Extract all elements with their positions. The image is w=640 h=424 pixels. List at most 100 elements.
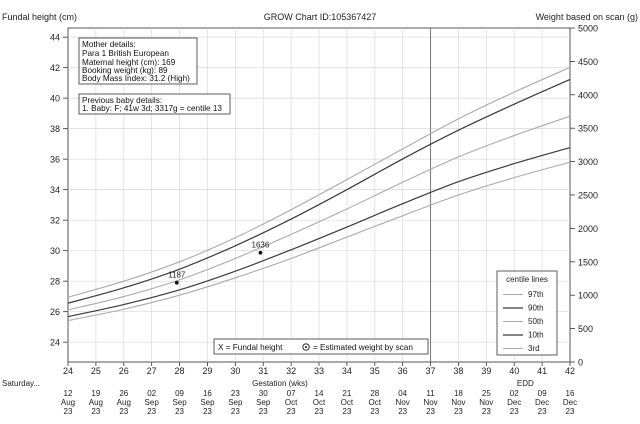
centile-line-90th (67, 78, 571, 304)
calendar-date-label: Nov (451, 398, 465, 407)
calendar-date-label: 04 (398, 389, 407, 398)
centile-legend-item: 50th (528, 317, 544, 326)
centile-line-3rd (67, 161, 571, 322)
weight-tick-label: 4000 (578, 90, 598, 100)
calendar-date-label: Sep (200, 398, 215, 407)
calendar-date-label: 23 (538, 407, 547, 416)
gestation-tick-label: 42 (565, 366, 575, 376)
calendar-date-label: Nov (479, 398, 493, 407)
weight-tick-label: 1000 (578, 291, 598, 301)
weight-axis-ticks: 0 500 1000 1500 2000 2500 3000 3500 4000 4500 5000 (570, 24, 598, 368)
centile-line-10th (67, 146, 571, 318)
calendar-date-label: 23 (91, 407, 100, 416)
gestation-tick-label: 28 (175, 366, 185, 376)
calendar-date-label: 23 (203, 407, 212, 416)
gestation-tick-label: 36 (398, 366, 408, 376)
gestation-tick-label: 33 (314, 366, 324, 376)
calendar-date-label: 11 (426, 389, 435, 398)
weight-tick-label: 5000 (578, 24, 598, 34)
gestation-tick-label: 24 (63, 366, 73, 376)
fundal-axis-ticks: 24 26 28 30 32 34 36 38 40 42 44 (50, 33, 68, 348)
calendar-date-label: Sep (256, 398, 271, 407)
previous-baby-title: Previous baby details: (82, 96, 162, 105)
calendar-date-label: Aug (117, 398, 131, 407)
gestation-axis-title: Gestation (wks) (252, 379, 308, 388)
calendar-date-label: Sep (145, 398, 160, 407)
calendar-date-label: 23 (482, 407, 491, 416)
fundal-tick-label: 40 (50, 94, 60, 104)
weight-tick-label: 2000 (578, 224, 598, 234)
calendar-date-label: 09 (538, 389, 547, 398)
previous-baby-box: Previous baby details: 1. Baby: F; 41w 3… (78, 93, 231, 115)
calendar-date-label: Nov (423, 398, 437, 407)
centile-curves (67, 66, 571, 322)
calendar-date-label: Aug (61, 398, 75, 407)
fundal-tick-label: 30 (50, 246, 60, 256)
calendar-date-label: Oct (285, 398, 298, 407)
fundal-tick-label: 36 (50, 155, 60, 165)
calendar-date-label: Sep (172, 398, 187, 407)
centile-line-97th (67, 66, 571, 298)
point-legend: X = Fundal height = Estimated weight by … (213, 338, 429, 355)
start-day-label: Saturday... (2, 379, 40, 388)
gestation-axis-ticks: 24 25 26 27 28 29 30 31 32 33 34 35 36 37 38 39 40 41 42 12… (2, 362, 577, 416)
calendar-date-label: 23 (566, 407, 575, 416)
calendar-date-label: 23 (454, 407, 463, 416)
gestation-tick-label: 29 (202, 366, 212, 376)
calendar-date-label: Oct (313, 398, 326, 407)
calendar-date-label: 30 (259, 389, 268, 398)
gestation-tick-label: 31 (258, 366, 268, 376)
gestation-tick-label: 30 (230, 366, 240, 376)
gestation-tick-label: 41 (537, 366, 547, 376)
calendar-date-label: Dec (507, 398, 521, 407)
calendar-date-label: Sep (228, 398, 243, 407)
fundal-tick-label: 24 (50, 338, 60, 348)
gestation-tick-label: 34 (342, 366, 352, 376)
calendar-date-label: 28 (370, 389, 379, 398)
centile-legend: centile lines 97th 90th 50th 10th 3rd (496, 270, 558, 356)
weight-tick-label: 4500 (578, 57, 598, 67)
fundal-tick-label: 42 (50, 63, 60, 73)
fundal-tick-label: 44 (50, 33, 60, 43)
calendar-date-label: 14 (315, 389, 324, 398)
calendar-date-label: 23 (510, 407, 519, 416)
weight-tick-label: 3500 (578, 124, 598, 134)
gestation-tick-label: 40 (509, 366, 519, 376)
gestation-tick-label: 26 (119, 366, 129, 376)
fundal-tick-label: 38 (50, 124, 60, 134)
calendar-date-label: 26 (119, 389, 128, 398)
calendar-date-label: 23 (119, 407, 128, 416)
calendar-date-label: 18 (454, 389, 463, 398)
calendar-date-label: 23 (398, 407, 407, 416)
centile-legend-item: 97th (528, 290, 544, 299)
calendar-date-label: Dec (563, 398, 577, 407)
fundal-tick-label: 26 (50, 307, 60, 317)
calendar-date-label: 19 (91, 389, 100, 398)
centile-legend-item: 10th (528, 331, 544, 340)
centile-line-50th (67, 115, 571, 311)
calendar-date-label: 23 (147, 407, 156, 416)
calendar-date-label: 23 (315, 407, 324, 416)
estimated-weight-legend: = Estimated weight by scan (313, 343, 413, 352)
calendar-date-label: 07 (287, 389, 296, 398)
calendar-date-label: Oct (369, 398, 382, 407)
estimated-weight-icon-dot (305, 346, 307, 348)
mother-details-box: Mother details: Para 1 British European … (78, 37, 198, 85)
calendar-date-label: 09 (175, 389, 184, 398)
mother-details-title: Mother details: (82, 40, 136, 49)
calendar-date-label: 23 (287, 407, 296, 416)
calendar-date-label: 23 (370, 407, 379, 416)
gestation-tick-label: 39 (481, 366, 491, 376)
calendar-date-label: 23 (175, 407, 184, 416)
mother-details-line: Body Mass Index: 31.2 (High) (82, 74, 190, 83)
weight-tick-label: 3000 (578, 157, 598, 167)
mother-details-line: Maternal height (cm): 169 (82, 58, 176, 67)
calendar-date-label: Aug (89, 398, 103, 407)
weight-tick-label: 500 (578, 324, 593, 334)
mother-details-line: Booking weight (kg): 89 (82, 66, 168, 75)
gestation-tick-label: 37 (426, 366, 436, 376)
scan-point (174, 280, 179, 285)
scan-point (258, 250, 263, 255)
